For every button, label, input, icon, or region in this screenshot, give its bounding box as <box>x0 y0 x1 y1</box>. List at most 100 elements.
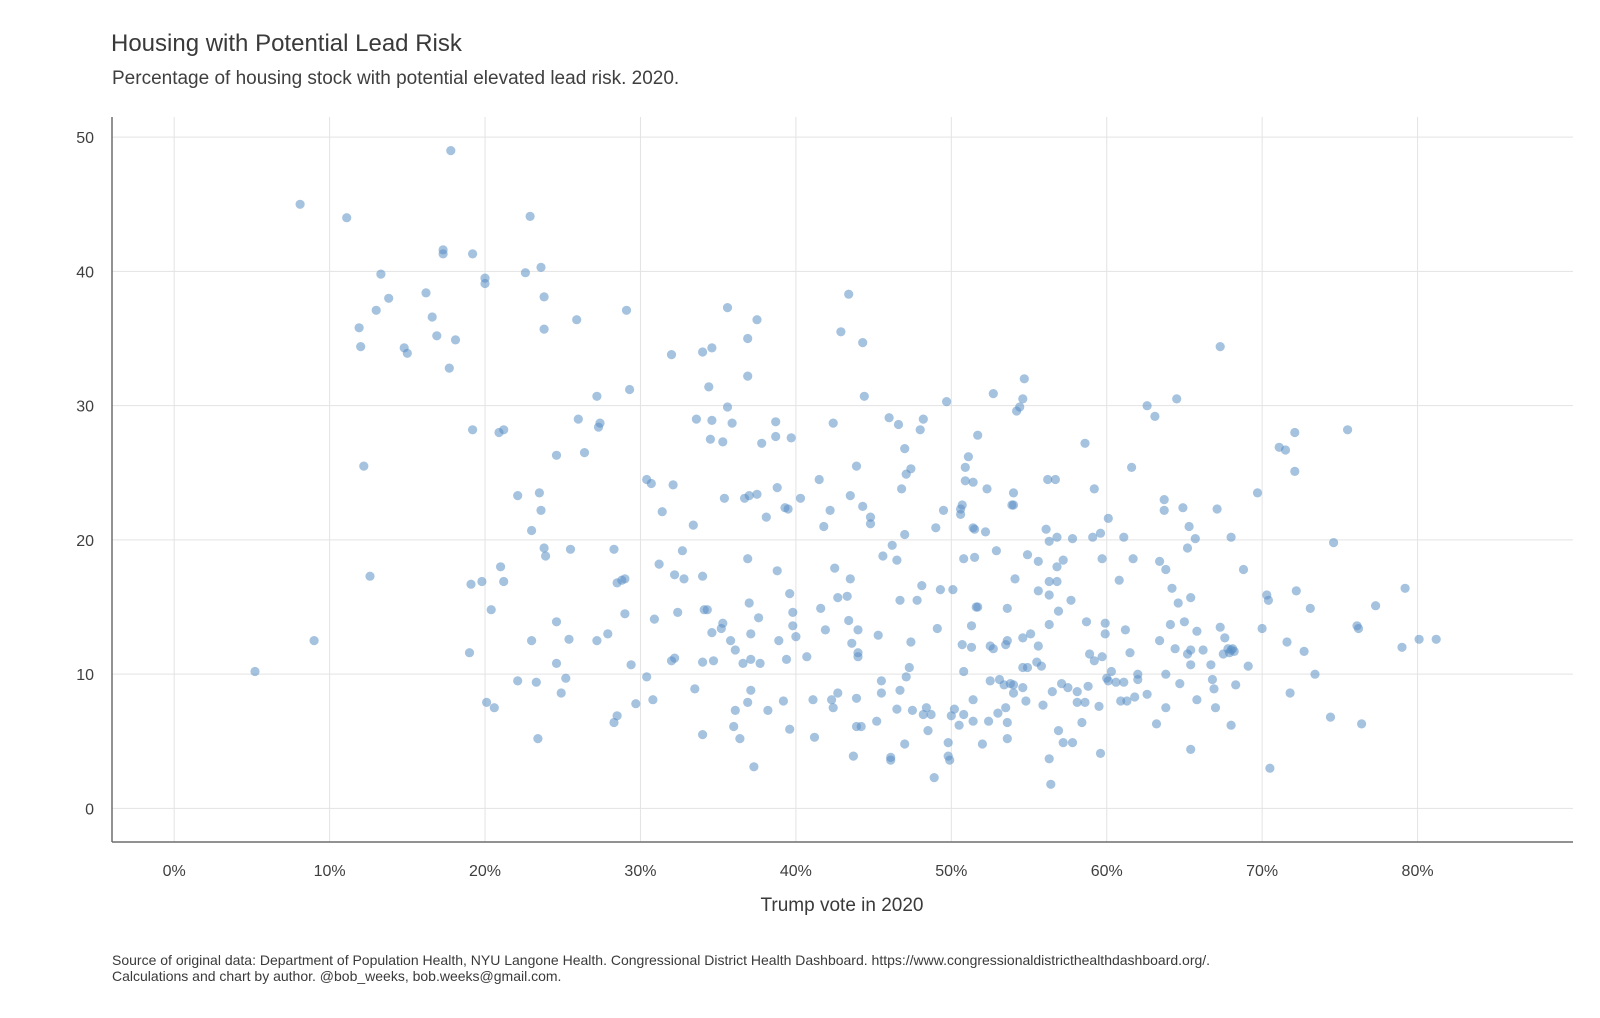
data-point <box>468 425 478 435</box>
data-point <box>1022 550 1033 560</box>
data-point <box>923 726 933 736</box>
data-point <box>959 709 969 720</box>
data-point <box>592 636 602 646</box>
data-point <box>858 501 868 511</box>
data-point <box>708 656 719 666</box>
data-point <box>1111 677 1121 687</box>
data-point <box>809 732 820 742</box>
data-point <box>819 521 829 532</box>
data-point <box>1238 564 1249 575</box>
data-point <box>698 347 708 357</box>
data-point <box>668 480 678 490</box>
data-point <box>1094 701 1104 712</box>
data-point <box>527 525 537 536</box>
data-point <box>873 630 883 640</box>
data-point <box>781 654 792 665</box>
data-point <box>820 625 831 635</box>
x-tick-label: 30% <box>624 863 656 880</box>
data-point <box>1033 586 1043 596</box>
data-point <box>365 571 375 581</box>
data-point <box>1052 576 1062 587</box>
data-point <box>970 524 980 534</box>
data-point <box>609 544 619 554</box>
data-point <box>973 602 983 612</box>
data-point <box>808 695 818 705</box>
data-point <box>1021 696 1031 706</box>
data-point <box>421 288 431 298</box>
data-point <box>1044 536 1054 546</box>
data-point <box>698 657 708 667</box>
data-point <box>698 730 708 740</box>
data-point <box>785 589 795 599</box>
data-point <box>828 703 838 713</box>
data-point <box>1026 629 1036 639</box>
tick-labels: 0% 10% 20% 30% 40% 50% 60% 70% 80% 0 10 20 30 40 50 <box>76 130 1433 880</box>
data-point <box>533 734 543 744</box>
data-point <box>1122 696 1132 706</box>
y-tick-label: 30 <box>76 399 94 416</box>
data-point <box>1002 603 1012 614</box>
data-point <box>1018 394 1028 404</box>
data-point <box>1186 593 1196 603</box>
y-tick-label: 50 <box>76 130 94 147</box>
data-point <box>719 493 730 503</box>
data-point <box>657 507 667 517</box>
data-point <box>1184 521 1194 532</box>
data-point <box>727 418 737 428</box>
data-point <box>1397 642 1407 652</box>
data-point <box>1175 679 1185 689</box>
data-point <box>973 430 983 440</box>
caption-credit: Calculations and chart by author. @bob_w… <box>112 968 562 984</box>
data-point <box>1155 636 1165 646</box>
data-point <box>853 625 863 635</box>
data-point <box>783 504 793 514</box>
data-point <box>960 462 970 472</box>
data-point <box>573 414 583 424</box>
data-point <box>371 305 381 315</box>
data-point <box>1353 623 1364 634</box>
data-point <box>900 739 910 749</box>
data-point <box>963 452 974 462</box>
data-point <box>900 529 910 540</box>
data-point <box>1033 556 1043 567</box>
data-point <box>1190 534 1200 544</box>
data-point <box>1329 538 1339 548</box>
data-point <box>690 684 700 694</box>
data-point <box>1002 636 1012 646</box>
data-point <box>556 688 566 698</box>
data-point <box>1018 633 1028 643</box>
data-point <box>957 640 967 650</box>
data-point <box>539 324 549 334</box>
data-point <box>1215 622 1225 632</box>
data-point <box>1173 598 1183 608</box>
x-tick-label: 0% <box>163 863 186 880</box>
data-point <box>772 483 782 493</box>
data-point <box>1067 534 1078 544</box>
data-point <box>356 342 366 352</box>
data-point <box>1080 438 1090 448</box>
data-point <box>402 348 412 358</box>
data-point <box>1282 637 1292 647</box>
data-point <box>1058 555 1068 565</box>
data-point <box>1058 738 1068 748</box>
data-point <box>670 570 680 580</box>
x-axis-title: Trump vote in 2020 <box>761 895 924 916</box>
data-point <box>1100 629 1110 639</box>
data-point <box>845 574 855 584</box>
data-point <box>342 213 352 223</box>
data-point <box>1047 687 1057 697</box>
data-point <box>1008 688 1019 698</box>
data-point <box>921 703 932 713</box>
x-tick-label: 60% <box>1091 863 1123 880</box>
data-point <box>1002 717 1012 728</box>
data-point <box>536 262 546 272</box>
data-point <box>698 571 708 581</box>
data-point <box>878 551 888 561</box>
data-point <box>1050 474 1060 485</box>
data-point <box>707 628 717 638</box>
data-point <box>1179 617 1189 627</box>
data-point <box>897 484 907 494</box>
data-point <box>1008 500 1019 510</box>
data-point <box>833 593 843 603</box>
data-point <box>929 773 939 783</box>
